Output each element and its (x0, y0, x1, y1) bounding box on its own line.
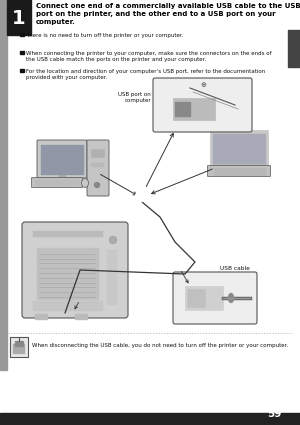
Bar (35, 314, 47, 319)
Bar (41, 145, 83, 174)
Bar (33, 301, 103, 311)
Text: For the location and direction of your computer’s USB port, refer to the documen: For the location and direction of your c… (26, 68, 265, 80)
FancyBboxPatch shape (32, 178, 83, 187)
FancyBboxPatch shape (22, 222, 128, 318)
Bar (107, 250, 117, 305)
Bar (33, 231, 103, 237)
Circle shape (135, 192, 145, 202)
Text: USB port on
computer: USB port on computer (118, 92, 151, 103)
Bar (0, 0, 7, 370)
Bar (175, 102, 190, 116)
Text: Connect one end of a commercially available USB cable to the USB
port on the pri: Connect one end of a commercially availa… (36, 3, 300, 25)
Bar (15, 341, 23, 346)
Bar (20, 32, 23, 36)
Bar (13, 344, 25, 354)
Ellipse shape (228, 293, 234, 303)
Text: ⊕: ⊕ (200, 82, 206, 88)
Bar (59, 175, 65, 180)
Bar (20, 68, 23, 72)
Bar (210, 130, 268, 166)
Text: 1: 1 (12, 8, 26, 28)
Bar (37, 248, 99, 300)
Text: 59: 59 (268, 409, 282, 419)
Circle shape (109, 236, 117, 244)
Text: There is no need to turn off the printer or your computer.: There is no need to turn off the printer… (26, 32, 183, 37)
Circle shape (94, 182, 100, 187)
FancyBboxPatch shape (208, 165, 271, 176)
Bar (212, 164, 266, 168)
Bar (0, 413, 300, 425)
Ellipse shape (82, 178, 88, 187)
Text: USB cable: USB cable (220, 266, 250, 271)
Bar (288, 30, 300, 67)
Bar (187, 289, 205, 307)
Bar (10, 337, 28, 357)
Bar (7, 0, 31, 35)
Bar (213, 134, 265, 163)
FancyBboxPatch shape (37, 140, 87, 178)
Bar (91, 163, 104, 167)
Text: When connecting the printer to your computer, make sure the connectors on the en: When connecting the printer to your comp… (26, 51, 272, 62)
Text: When disconnecting the USB cable, you do not need to turn off the printer or you: When disconnecting the USB cable, you do… (32, 343, 288, 348)
FancyBboxPatch shape (173, 272, 257, 324)
Bar (75, 314, 87, 319)
Bar (54, 179, 70, 182)
FancyBboxPatch shape (153, 78, 252, 132)
Bar (173, 98, 215, 120)
FancyBboxPatch shape (87, 140, 109, 196)
Bar (91, 149, 104, 157)
Bar (20, 51, 23, 54)
Bar (185, 286, 223, 310)
